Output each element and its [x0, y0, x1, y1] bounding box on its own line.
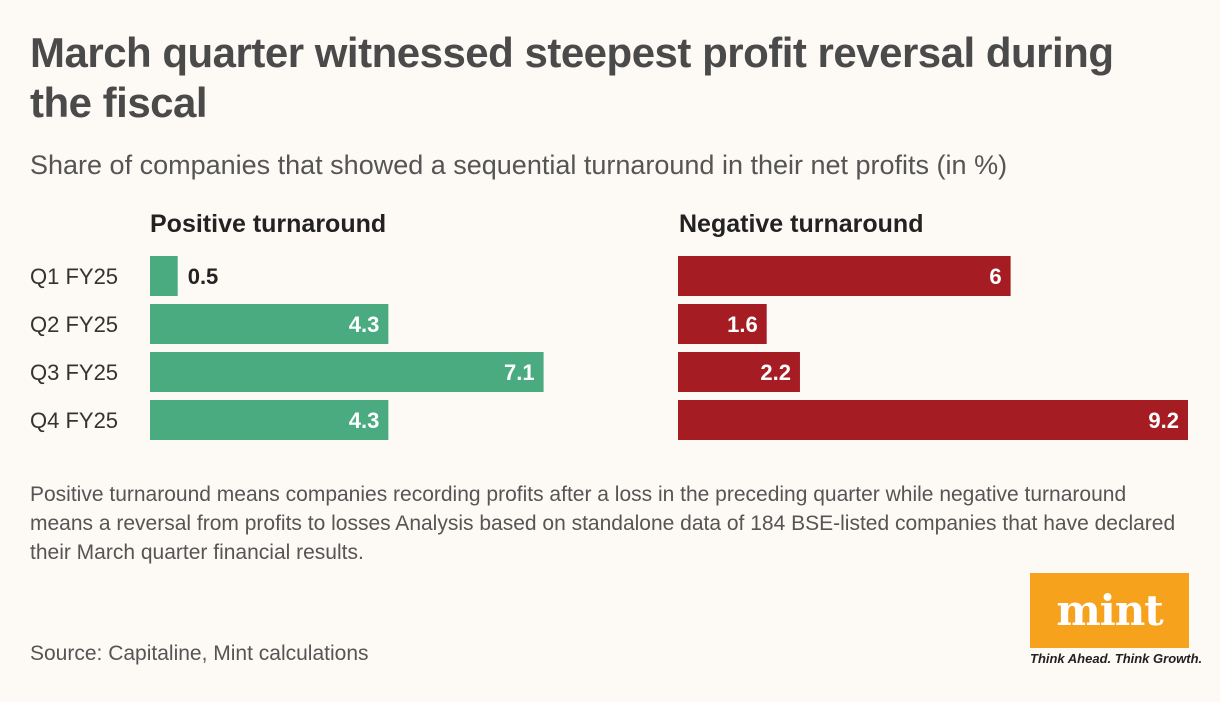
footnote: Positive turnaround means companies reco… [30, 483, 1176, 564]
category-label: Q1 FY25 [30, 264, 118, 289]
mint-tagline: Think Ahead. Think Growth. [1030, 651, 1203, 666]
negative-panel-heading: Negative turnaround [679, 210, 924, 238]
value-label: 2.2 [760, 360, 791, 385]
value-label: 9.2 [1148, 408, 1179, 433]
negative-bar [678, 304, 767, 344]
positive-bar [150, 352, 544, 392]
positive-bar [150, 400, 389, 440]
value-label: 4.3 [349, 408, 380, 433]
source-note: Source: Capitaline, Mint calculations [30, 642, 369, 665]
negative-bar [678, 352, 800, 392]
chart-title: March quarter witnessed steepest profit … [30, 29, 1114, 126]
negative-bar [678, 400, 1188, 440]
negative-bar [678, 256, 1011, 296]
positive-bar [150, 304, 389, 344]
category-label: Q3 FY25 [30, 360, 118, 385]
positive-bar [150, 256, 178, 296]
value-label: 7.1 [504, 360, 535, 385]
mint-logo: mint [1030, 573, 1189, 648]
value-label: 6 [989, 264, 1001, 289]
value-label: 1.6 [727, 312, 758, 337]
value-label: 0.5 [188, 264, 219, 289]
positive-panel-heading: Positive turnaround [150, 210, 387, 238]
chart-subtitle: Share of companies that showed a sequent… [30, 150, 1008, 180]
category-label: Q4 FY25 [30, 408, 118, 433]
mint-logo-text: mint [1056, 586, 1163, 635]
value-label: 4.3 [349, 312, 380, 337]
category-label: Q2 FY25 [30, 312, 118, 337]
bar-chart: Q1 FY25 Q2 FY25 Q3 FY25 Q4 FY25 0.5 4.3 7.1 4.3… [30, 256, 1188, 440]
